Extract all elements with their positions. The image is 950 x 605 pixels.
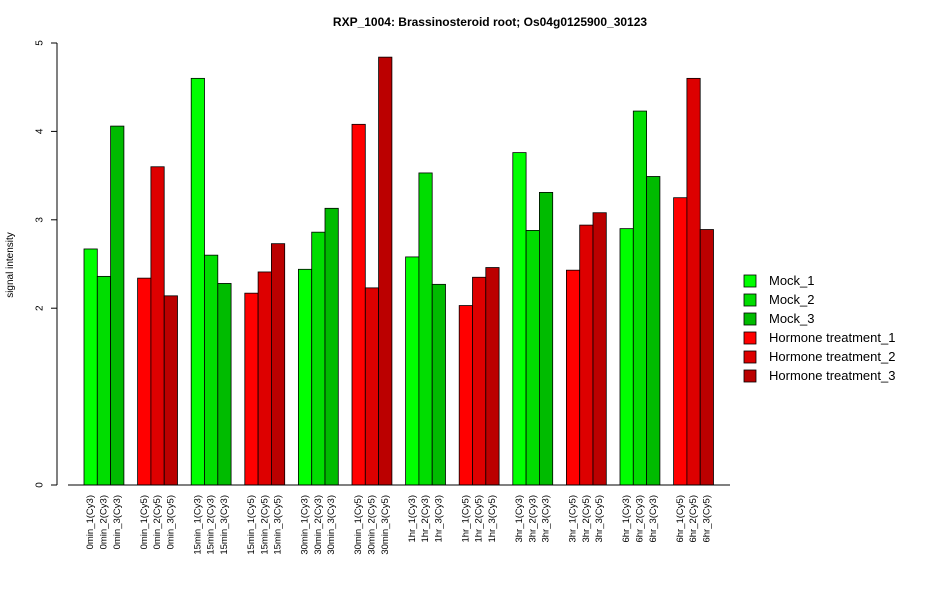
x-tick-label: 0min_3(Cy5) bbox=[165, 495, 176, 549]
bar bbox=[418, 172, 433, 486]
bar bbox=[525, 230, 540, 486]
x-tick-label: 30min_3(Cy5) bbox=[380, 495, 391, 555]
x-tick-label: 15min_1(Cy3) bbox=[192, 495, 203, 555]
x-tick-label: 6hr_2(Cy5) bbox=[688, 495, 699, 543]
bar bbox=[110, 125, 125, 486]
bar bbox=[378, 56, 393, 486]
chart-title: RXP_1004: Brassinosteroid root; Os04g012… bbox=[333, 15, 647, 29]
bar bbox=[324, 207, 339, 486]
bar bbox=[257, 271, 272, 486]
bar bbox=[431, 283, 446, 486]
legend-swatch bbox=[743, 312, 757, 326]
x-tick-label: 1hr_3(Cy5) bbox=[487, 495, 498, 543]
bar bbox=[539, 191, 554, 486]
x-tick-label: 30min_2(Cy3) bbox=[313, 495, 324, 555]
x-tick-label: 0min_3(Cy3) bbox=[112, 495, 123, 549]
legend-label: Mock_2 bbox=[769, 292, 815, 307]
x-tick-label: 3hr_2(Cy3) bbox=[527, 495, 538, 543]
y-tick-label: 0 bbox=[35, 482, 46, 488]
legend-swatch bbox=[743, 274, 757, 288]
x-tick-label: 30min_3(Cy3) bbox=[326, 495, 337, 555]
x-tick-label: 30min_1(Cy5) bbox=[353, 495, 364, 555]
x-tick-label: 30min_2(Cy5) bbox=[366, 495, 377, 555]
bar bbox=[472, 276, 487, 486]
bar bbox=[646, 176, 661, 486]
bar bbox=[96, 275, 112, 486]
y-tick-label: 5 bbox=[35, 40, 46, 46]
x-tick-label: 30min_1(Cy3) bbox=[300, 495, 311, 555]
legend-label: Hormone treatment_1 bbox=[769, 330, 895, 345]
bar bbox=[244, 292, 259, 486]
bar bbox=[579, 224, 594, 486]
y-axis-label: signal intensity bbox=[5, 232, 16, 298]
bar bbox=[458, 305, 473, 486]
x-tick-label: 6hr_3(Cy3) bbox=[648, 495, 659, 543]
bar bbox=[364, 287, 379, 486]
bar bbox=[699, 229, 714, 486]
bar bbox=[632, 110, 647, 486]
x-tick-label: 15min_2(Cy5) bbox=[259, 495, 270, 555]
legend-label: Hormone treatment_3 bbox=[769, 368, 895, 383]
x-tick-label: 15min_1(Cy5) bbox=[246, 495, 257, 555]
x-tick-label: 1hr_2(Cy3) bbox=[420, 495, 431, 543]
bar bbox=[405, 256, 420, 486]
x-tick-label: 0min_1(Cy5) bbox=[139, 495, 150, 549]
x-tick-label: 15min_3(Cy5) bbox=[273, 495, 284, 555]
bar bbox=[619, 228, 634, 486]
bar bbox=[485, 267, 500, 486]
x-tick-label: 6hr_1(Cy5) bbox=[675, 495, 686, 543]
bar bbox=[673, 197, 688, 486]
legend-label: Mock_1 bbox=[769, 273, 815, 288]
y-tick-label: 3 bbox=[35, 217, 46, 223]
legend-swatch bbox=[743, 293, 757, 307]
legend-label: Hormone treatment_2 bbox=[769, 349, 895, 364]
bar bbox=[137, 277, 152, 486]
x-tick-label: 3hr_1(Cy5) bbox=[568, 495, 579, 543]
bar bbox=[83, 248, 98, 486]
bar bbox=[270, 243, 286, 486]
bar bbox=[204, 254, 219, 486]
bar bbox=[351, 123, 366, 486]
x-tick-label: 3hr_3(Cy3) bbox=[541, 495, 552, 543]
x-tick-label: 1hr_3(Cy3) bbox=[433, 495, 444, 543]
y-axis: 0 2 3 4 5 bbox=[35, 40, 58, 488]
y-tick-label: 2 bbox=[35, 305, 46, 311]
x-tick-labels: 0min_1(Cy3) 0min_2(Cy3) 0min_3(Cy3) 0min_1(… bbox=[85, 495, 712, 555]
x-tick-label: 0min_2(Cy3) bbox=[98, 495, 109, 549]
bar bbox=[686, 77, 701, 486]
bar bbox=[311, 231, 326, 486]
bar bbox=[566, 269, 581, 486]
x-tick-label: 6hr_3(Cy5) bbox=[701, 495, 712, 543]
bar bbox=[217, 283, 232, 486]
x-tick-label: 3hr_2(Cy5) bbox=[581, 495, 592, 543]
x-tick-label: 3hr_3(Cy5) bbox=[594, 495, 605, 543]
bar bbox=[512, 152, 527, 486]
x-tick-label: 6hr_1(Cy3) bbox=[621, 495, 632, 543]
x-tick-label: 15min_2(Cy3) bbox=[206, 495, 217, 555]
bar bbox=[163, 295, 178, 486]
legend-swatch bbox=[743, 369, 757, 383]
x-tick-label: 15min_3(Cy3) bbox=[219, 495, 230, 555]
x-tick-label: 0min_2(Cy5) bbox=[152, 495, 163, 549]
legend-label: Mock_3 bbox=[769, 311, 815, 326]
x-tick-label: 1hr_1(Cy3) bbox=[407, 495, 418, 543]
x-tick-label: 3hr_1(Cy3) bbox=[514, 495, 525, 543]
x-tick-label: 1hr_2(Cy5) bbox=[474, 495, 485, 543]
bars bbox=[83, 56, 714, 486]
legend-swatch bbox=[743, 331, 757, 345]
bar bbox=[297, 268, 313, 486]
x-tick-label: 6hr_2(Cy3) bbox=[634, 495, 645, 543]
bar bbox=[592, 212, 607, 486]
x-tick-label: 0min_1(Cy3) bbox=[85, 495, 96, 549]
bar bbox=[150, 166, 165, 486]
legend: Mock_1 Mock_2 Mock_3 Hormone treatment_1 Hor… bbox=[743, 273, 895, 383]
y-tick-label: 4 bbox=[35, 128, 46, 134]
legend-swatch bbox=[743, 350, 757, 364]
bar bbox=[190, 77, 205, 486]
x-tick-label: 1hr_1(Cy5) bbox=[460, 495, 471, 543]
